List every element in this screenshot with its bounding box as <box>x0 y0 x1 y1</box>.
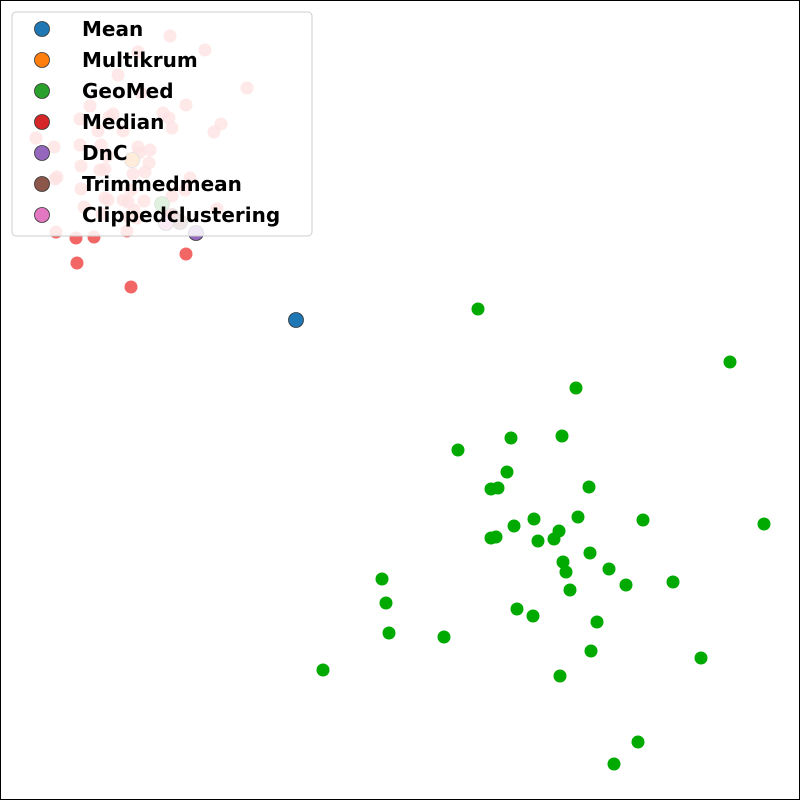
benign-clients-point-19 <box>583 546 597 560</box>
benign-clients-point-29 <box>571 510 585 524</box>
legend-label-mean: Mean <box>82 17 143 41</box>
byzantine-clients-point-0 <box>124 280 138 294</box>
legend-marker-clippedclustering <box>34 207 50 223</box>
legend-item-median: Median <box>34 110 164 134</box>
benign-clients-point-31 <box>491 481 505 495</box>
benign-clients-point-3 <box>553 669 567 683</box>
benign-clients-point-36 <box>555 429 569 443</box>
benign-clients-point-10 <box>510 602 524 616</box>
benign-clients-point-5 <box>584 644 598 658</box>
legend-item-geomed: GeoMed <box>34 79 174 103</box>
benign-clients-point-1 <box>631 735 645 749</box>
benign-clients-point-17 <box>602 562 616 576</box>
legend-marker-geomed <box>34 83 50 99</box>
benign-clients-point-27 <box>527 512 541 526</box>
legend-marker-mean <box>34 21 50 37</box>
benign-clients-point-14 <box>666 575 680 589</box>
legend-marker-multikrum <box>34 52 50 68</box>
legend-item-trimmedmean: Trimmedmean <box>34 172 242 196</box>
benign-clients-point-16 <box>559 565 573 579</box>
benign-clients-point-39 <box>471 302 485 316</box>
legend-label-dnc: DnC <box>82 141 128 165</box>
benign-clients-point-12 <box>563 583 577 597</box>
benign-clients-point-9 <box>526 609 540 623</box>
benign-clients-point-28 <box>636 513 650 527</box>
benign-clients-point-7 <box>382 626 396 640</box>
legend-item-multikrum: Multikrum <box>34 48 198 72</box>
benign-clients-point-11 <box>379 596 393 610</box>
benign-clients-point-33 <box>500 465 514 479</box>
benign-clients-point-24 <box>552 524 566 538</box>
legend-label-multikrum: Multikrum <box>82 48 198 72</box>
benign-clients-point-23 <box>489 530 503 544</box>
legend-label-clippedclustering: Clippedclustering <box>82 203 280 227</box>
benign-clients-point-34 <box>451 443 465 457</box>
aggregator-mean-point <box>288 312 304 328</box>
benign-clients-point-0 <box>607 757 621 771</box>
benign-clients-point-4 <box>694 651 708 665</box>
benign-clients-point-32 <box>582 480 596 494</box>
benign-clients-point-13 <box>619 578 633 592</box>
legend-marker-dnc <box>34 145 50 161</box>
benign-clients-point-35 <box>504 431 518 445</box>
benign-clients-point-15 <box>375 572 389 586</box>
benign-clients-point-37 <box>569 381 583 395</box>
benign-clients-point-18 <box>556 555 570 569</box>
legend-item-mean: Mean <box>34 17 143 41</box>
legend-label-median: Median <box>82 110 164 134</box>
legend-box <box>11 11 313 237</box>
legend-marker-median <box>34 114 50 130</box>
legend-item-clippedclustering: Clippedclustering <box>34 203 280 227</box>
benign-clients-point-38 <box>723 355 737 369</box>
legend-item-dnc: DnC <box>34 141 128 165</box>
legend-label-trimmedmean: Trimmedmean <box>82 172 242 196</box>
benign-clients-point-8 <box>590 615 604 629</box>
benign-clients-point-20 <box>531 534 545 548</box>
benign-clients-point-26 <box>757 517 771 531</box>
legend-label-geomed: GeoMed <box>82 79 174 103</box>
legend-marker-trimmedmean <box>34 176 50 192</box>
legend: Mean Multikrum GeoMed Median DnC Trimmedmean C… <box>11 11 313 237</box>
benign-clients-point-6 <box>437 630 451 644</box>
byzantine-clients-point-1 <box>70 256 84 270</box>
benign-clients-point-2 <box>316 663 330 677</box>
byzantine-clients-point-2 <box>179 247 193 261</box>
benign-clients-point-25 <box>507 519 521 533</box>
